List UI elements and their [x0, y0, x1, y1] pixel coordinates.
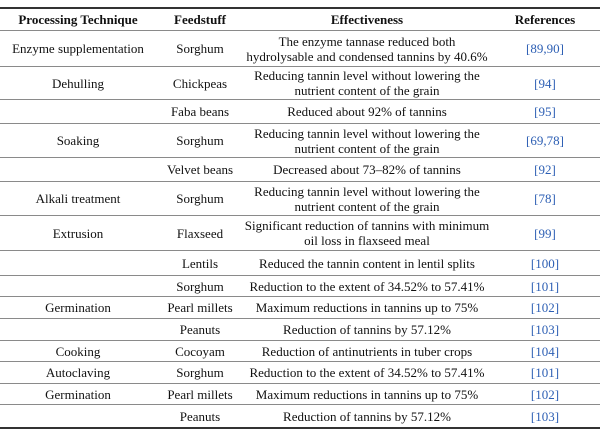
cell-feedstuff: Faba beans [170, 104, 230, 119]
cell-feedstuff: Cocoyam [175, 343, 225, 359]
cell-effectiveness: The enzyme tannase reduced both hydrolys… [246, 33, 488, 64]
row-rule [0, 66, 600, 67]
cell-reference-link[interactable]: [89,90] [526, 41, 564, 56]
row-rule [0, 157, 600, 158]
cell-effectiveness: Reduction of antinutrients in tuber crop… [261, 343, 473, 359]
cell-feedstuff: Peanuts [179, 408, 221, 424]
cell-reference-link[interactable]: [92] [534, 162, 556, 177]
cell-reference-link[interactable]: [104] [530, 343, 560, 359]
cell-reference-link[interactable]: [103] [530, 322, 560, 337]
cell-reference-link[interactable]: [102] [530, 386, 560, 402]
cell-technique: Enzyme supplementation [12, 41, 144, 56]
cell-technique: Soaking [56, 133, 100, 148]
cell-reference-link[interactable]: [94] [534, 75, 556, 91]
cell-effectiveness: Reduction to the extent of 34.52% to 57.… [249, 278, 485, 294]
cell-technique: Dehulling [52, 75, 104, 91]
row-rule [0, 275, 600, 276]
cell-technique: Autoclaving [45, 365, 111, 380]
cell-reference-link[interactable]: [101] [530, 278, 560, 294]
cell-feedstuff: Sorghum [176, 278, 224, 294]
row-rule [0, 296, 600, 297]
row-rule [0, 361, 600, 362]
cell-technique: Germination [45, 386, 111, 402]
cell-effectiveness: Reducing tannin level without lowering t… [254, 125, 480, 156]
cell-effectiveness: Reduction of tannins by 57.12% [283, 408, 451, 424]
cell-reference-link[interactable]: [78] [534, 191, 556, 206]
cell-effectiveness: Significant reduction of tannins with mi… [244, 218, 490, 248]
cell-feedstuff: Lentils [181, 255, 219, 271]
cell-effectiveness: Maximum reductions in tannins up to 75% [255, 386, 479, 402]
cell-feedstuff: Flaxseed [176, 225, 224, 241]
cell-effectiveness: Reduced about 92% of tannins [287, 104, 447, 119]
header-effectiveness: Effectiveness [330, 12, 404, 27]
row-rule [0, 250, 600, 251]
cell-effectiveness: Maximum reductions in tannins up to 75% [255, 300, 479, 315]
cell-effectiveness: Reduction of tannins by 57.12% [283, 322, 451, 337]
cell-feedstuff: Sorghum [176, 191, 224, 206]
cell-technique: Extrusion [52, 225, 104, 241]
row-rule [0, 318, 600, 319]
row-rule [0, 123, 600, 124]
cell-feedstuff: Velvet beans [166, 162, 234, 177]
cell-reference-link[interactable]: [101] [530, 365, 560, 380]
cell-reference-link[interactable]: [99] [534, 225, 556, 241]
row-rule [0, 99, 600, 100]
cell-reference-link[interactable]: [100] [530, 255, 560, 271]
cell-effectiveness: Reducing tannin level without lowering t… [254, 68, 480, 98]
table-bottom-rule [0, 427, 600, 429]
header-references: References [514, 12, 576, 27]
cell-feedstuff: Sorghum [176, 133, 224, 148]
cell-reference-link[interactable]: [102] [530, 300, 560, 315]
row-rule [0, 181, 600, 182]
row-rule [0, 404, 600, 405]
header-feedstuff: Feedstuff [174, 12, 226, 27]
row-rule [0, 340, 600, 341]
cell-effectiveness: Reducing tannin level without lowering t… [254, 183, 480, 214]
cell-effectiveness: Reduced the tannin content in lentil spl… [259, 255, 475, 271]
cell-technique: Cooking [55, 343, 101, 359]
row-rule [0, 383, 600, 384]
cell-feedstuff: Pearl millets [167, 300, 233, 315]
header-rule [0, 30, 600, 31]
row-rule [0, 215, 600, 216]
cell-feedstuff: Sorghum [176, 365, 224, 380]
cell-reference-link[interactable]: [69,78] [526, 133, 564, 148]
cell-feedstuff: Peanuts [179, 322, 221, 337]
cell-technique: Germination [45, 300, 111, 315]
cell-technique: Alkali treatment [35, 191, 121, 206]
cell-feedstuff: Chickpeas [172, 75, 228, 91]
cell-feedstuff: Pearl millets [167, 386, 233, 402]
cell-feedstuff: Sorghum [176, 41, 224, 56]
cell-reference-link[interactable]: [95] [534, 104, 556, 119]
cell-reference-link[interactable]: [103] [530, 408, 560, 424]
header-technique: Processing Technique [18, 12, 138, 27]
cell-effectiveness: Decreased about 73–82% of tannins [273, 162, 461, 177]
table-top-rule [0, 7, 600, 9]
cell-effectiveness: Reduction to the extent of 34.52% to 57.… [249, 365, 485, 380]
